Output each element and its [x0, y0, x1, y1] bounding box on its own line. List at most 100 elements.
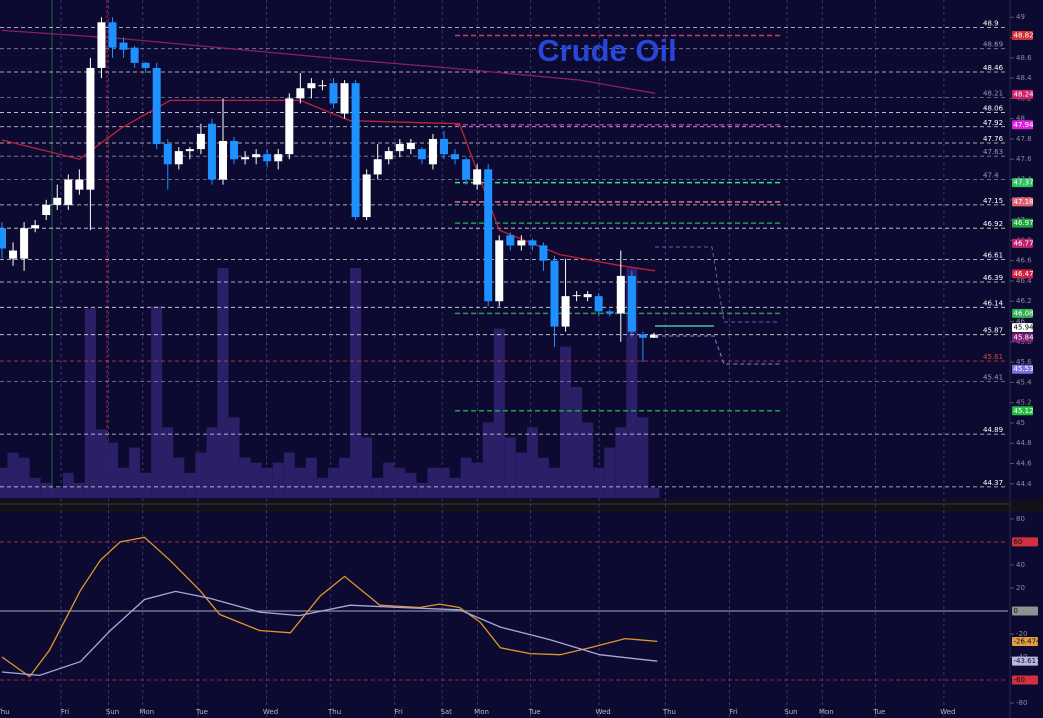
level-label: 48.46	[983, 64, 1004, 72]
volume-bar	[526, 427, 538, 498]
price-tag-label: 47.37	[1014, 179, 1034, 187]
y-tick-label: 48.4	[1016, 74, 1032, 82]
candle-body	[384, 151, 393, 160]
level-label: 48.69	[983, 41, 1003, 49]
candle-body	[42, 204, 51, 216]
level-label: 46.61	[983, 252, 1003, 260]
candle-body	[428, 138, 437, 165]
candle-body	[340, 83, 349, 114]
oscillator-tag	[1012, 675, 1038, 685]
projection-line	[655, 335, 780, 365]
candle-body	[550, 260, 559, 327]
volume-bar	[217, 268, 229, 498]
level-label: 48.9	[983, 19, 999, 27]
y-tick-label: 45	[1016, 419, 1025, 427]
candle-body	[451, 154, 460, 160]
y-tick-label: 46.4	[1016, 277, 1032, 285]
volume-bar	[250, 462, 262, 498]
candle-body	[196, 133, 205, 150]
volume-bar	[40, 482, 52, 498]
price-tag-label: 47.18	[1014, 198, 1034, 206]
candle-body	[185, 149, 194, 152]
candle-body	[252, 154, 261, 158]
candle-body	[473, 169, 482, 185]
volume-bar	[350, 268, 362, 498]
oscillator-tag-label: 60	[1014, 538, 1023, 546]
level-label: 46.92	[983, 220, 1003, 228]
price-tag	[1012, 364, 1033, 374]
volume-bar	[515, 452, 527, 498]
volume-bar	[372, 477, 384, 498]
volume-bar	[504, 437, 516, 498]
volume-bar	[195, 452, 207, 498]
candle-body	[64, 179, 73, 205]
candle-body	[627, 275, 636, 332]
candle-body	[86, 67, 95, 190]
volume-bar	[84, 308, 96, 498]
candle-body	[285, 98, 294, 155]
candle-body	[616, 275, 625, 314]
y-tick-label: 49	[1016, 13, 1025, 21]
volume-bar	[361, 437, 373, 498]
candle-body	[638, 334, 647, 338]
volume-bar	[582, 422, 594, 498]
y-tick-label: 44.8	[1016, 439, 1032, 447]
volume-bar	[328, 467, 339, 498]
volume-bar	[604, 447, 616, 498]
candle-body	[506, 235, 515, 246]
x-tick-label: Fri	[395, 708, 403, 716]
candle-body	[417, 149, 426, 160]
y-tick-label: 47.8	[1016, 135, 1032, 143]
level-label: 48.21	[983, 89, 1003, 97]
candle-body	[163, 144, 172, 165]
price-tag	[1012, 218, 1033, 228]
volume-bar	[173, 457, 185, 498]
volume-bar	[593, 467, 605, 498]
price-tag-label: 46.97	[1014, 219, 1034, 227]
volume-bar	[0, 467, 8, 498]
candle-body	[20, 228, 29, 259]
candle-body	[97, 22, 106, 68]
volume-bar	[272, 462, 284, 498]
candle-body	[130, 47, 139, 63]
oscillator-tag	[1012, 606, 1038, 616]
oscillator-tag-label: -26.474	[1014, 637, 1042, 645]
oscillator-tag	[1012, 537, 1038, 547]
candle-body	[219, 140, 227, 180]
price-tag	[1012, 238, 1033, 248]
candle-body	[274, 154, 283, 162]
price-tag-label: 45.12	[1014, 407, 1034, 415]
candle-body	[9, 250, 18, 259]
y-tick-label: 46.6	[1016, 257, 1032, 265]
price-tag	[1012, 178, 1033, 188]
price-tag	[1012, 333, 1033, 343]
candle-body	[241, 157, 250, 160]
volume-bar	[416, 482, 428, 498]
volume-bar	[73, 482, 85, 498]
y-tick-label: 47.6	[1016, 155, 1032, 163]
candle-body	[351, 83, 360, 218]
price-tag-label: 48.24	[1014, 90, 1035, 98]
level-label: 47.4	[983, 172, 999, 180]
price-tag-label: 46.08	[1014, 309, 1034, 317]
volume-bar	[29, 477, 41, 498]
y-tick-label: 46.2	[1016, 297, 1032, 305]
price-tag	[1012, 197, 1033, 207]
volume-bar	[261, 467, 273, 498]
oscillator-line	[1, 590, 658, 677]
x-tick-label: Mon	[139, 708, 154, 716]
price-tag-label: 46.47	[1014, 270, 1034, 278]
price-tag-label: 47.94	[1014, 121, 1035, 129]
candle-body	[528, 240, 537, 246]
oscillator-line	[1, 536, 658, 678]
y-tick-label: 48	[1016, 115, 1025, 123]
price-tag	[1012, 120, 1033, 130]
chart-title: Crude Oil	[537, 33, 677, 68]
volume-bar	[549, 467, 560, 498]
price-tag-label: 46.77	[1014, 239, 1034, 247]
candle-body	[440, 138, 448, 155]
volume-bar	[239, 457, 251, 498]
projection	[655, 246, 780, 365]
panel-separator	[0, 499, 1043, 512]
candle-body	[605, 311, 614, 314]
